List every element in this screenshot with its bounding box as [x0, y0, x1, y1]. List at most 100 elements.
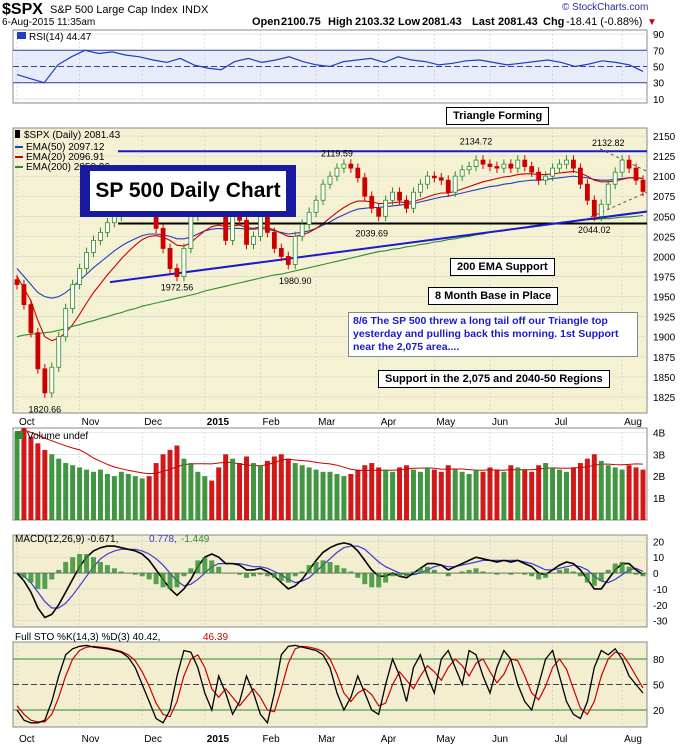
volume-bar	[494, 469, 500, 520]
volume-bar	[202, 476, 208, 520]
macd-histogram-bar	[35, 573, 41, 589]
volume-bar	[473, 469, 479, 520]
base-label: 8 Month Base in Place	[428, 287, 559, 305]
candle-body	[21, 284, 27, 306]
macd-histogram-bar	[619, 561, 625, 574]
candle-body	[376, 207, 382, 217]
candle-body	[515, 159, 521, 169]
ema-support-label: 200 EMA Support	[450, 258, 555, 276]
macd-y-tick-label: 10	[653, 553, 665, 564]
macd-histogram-bar	[237, 573, 243, 575]
volume-bar	[417, 471, 423, 520]
volume-bar	[306, 467, 312, 520]
candle-body	[564, 159, 569, 165]
volume-bar	[237, 463, 243, 520]
macd-histogram-bar	[160, 573, 166, 588]
volume-bar	[404, 465, 410, 520]
candle-body	[536, 171, 542, 181]
macd-histogram-bar	[522, 573, 528, 575]
macd-histogram-bar	[271, 573, 277, 578]
ema-legend-label: EMA(50) 2097.12	[26, 142, 105, 153]
volume-bar	[118, 471, 124, 520]
macd-histogram-bar	[257, 573, 263, 575]
high-value: 2103.32	[355, 16, 395, 28]
volume-bar	[522, 469, 528, 520]
macd-histogram-bar	[334, 565, 340, 574]
ema-legend-label: EMA(20) 2096.91	[26, 152, 105, 163]
macd-histogram-bar	[348, 571, 354, 574]
volume-bar	[584, 458, 590, 520]
macd-histogram-bar	[473, 568, 479, 574]
candle-body	[633, 167, 639, 181]
candle-body	[619, 159, 625, 173]
volume-bar	[313, 469, 319, 520]
candle-body	[383, 199, 389, 217]
sto-k-line	[16, 644, 644, 725]
chart-title: SP 500 Daily Chart	[95, 179, 281, 202]
macd-histogram-bar	[188, 568, 194, 574]
candle-body	[14, 279, 20, 285]
price-y-tick-label: 2075	[653, 192, 676, 203]
stockcharts-logo: © StockCharts.com	[562, 2, 649, 13]
candle-body	[167, 248, 173, 269]
analysis-note: 8/6 The SP 500 threw a long tail off our…	[348, 312, 638, 357]
high-label: High	[328, 16, 353, 28]
candle-body	[306, 211, 312, 225]
macd-histogram-bar	[77, 554, 83, 574]
macd-histogram-bar	[49, 573, 55, 580]
candle-body	[404, 199, 409, 209]
x-tick-label: Apr	[381, 734, 397, 745]
candle-body	[452, 175, 458, 193]
macd-histogram-bar	[153, 573, 159, 585]
macd-histogram-bar	[501, 573, 507, 574]
price-event-label: 2044.02	[578, 225, 611, 235]
candle-body	[70, 284, 76, 310]
candle-body	[278, 248, 284, 257]
macd-histogram-bar	[174, 573, 180, 588]
chart-title-frame: SP 500 Daily Chart	[80, 165, 296, 217]
volume-bar	[563, 471, 569, 520]
volume-bar	[424, 467, 430, 520]
candle-body	[418, 183, 423, 193]
price-y-tick-label: 1900	[653, 333, 676, 344]
volume-bar	[91, 471, 97, 520]
price-x-tick-label: May	[436, 417, 455, 428]
macd-histogram-bar	[459, 571, 465, 574]
macd-histogram-bar	[577, 573, 583, 577]
price-event-label: 2132.82	[592, 138, 625, 148]
volume-y-tick-label: 1B	[653, 494, 666, 505]
candle-body	[578, 167, 583, 185]
volume-bar	[640, 469, 646, 520]
triangle-forming-label: Triangle Forming	[446, 107, 550, 125]
candle-body	[334, 167, 340, 177]
low-label: Low	[398, 16, 420, 28]
volume-bar	[63, 463, 69, 520]
price-x-tick-label: Dec	[144, 417, 162, 428]
sto-d-value: 46.39	[203, 632, 228, 643]
price-y-tick-label: 1850	[653, 373, 676, 384]
candle-body	[445, 179, 451, 193]
macd-histogram-bar	[543, 573, 549, 578]
candle-body	[49, 366, 55, 394]
volume-bar	[28, 436, 34, 520]
volume-bar	[111, 476, 117, 520]
volume-bar	[591, 454, 597, 520]
rsi-y-tick-label: 70	[653, 46, 665, 57]
candle-body	[91, 239, 96, 253]
macd-hist-value: -1.449	[181, 534, 210, 545]
price-event-label: 2039.69	[355, 229, 388, 239]
macd-y-tick-label: -20	[653, 601, 668, 612]
macd-histogram-bar	[244, 573, 250, 578]
macd-histogram-bar	[250, 573, 256, 577]
candle-body	[84, 252, 89, 269]
price-x-tick-label: 2015	[207, 417, 230, 428]
volume-bar	[341, 476, 347, 520]
macd-histogram-bar	[202, 557, 208, 574]
macd-histogram-bar	[56, 569, 62, 574]
macd-histogram-bar	[264, 573, 270, 577]
macd-histogram-bar	[278, 573, 284, 581]
sto-y-tick-label: 50	[653, 681, 665, 692]
macd-histogram-bar	[28, 573, 34, 583]
volume-bar	[216, 467, 222, 520]
rsi-line	[16, 49, 644, 84]
